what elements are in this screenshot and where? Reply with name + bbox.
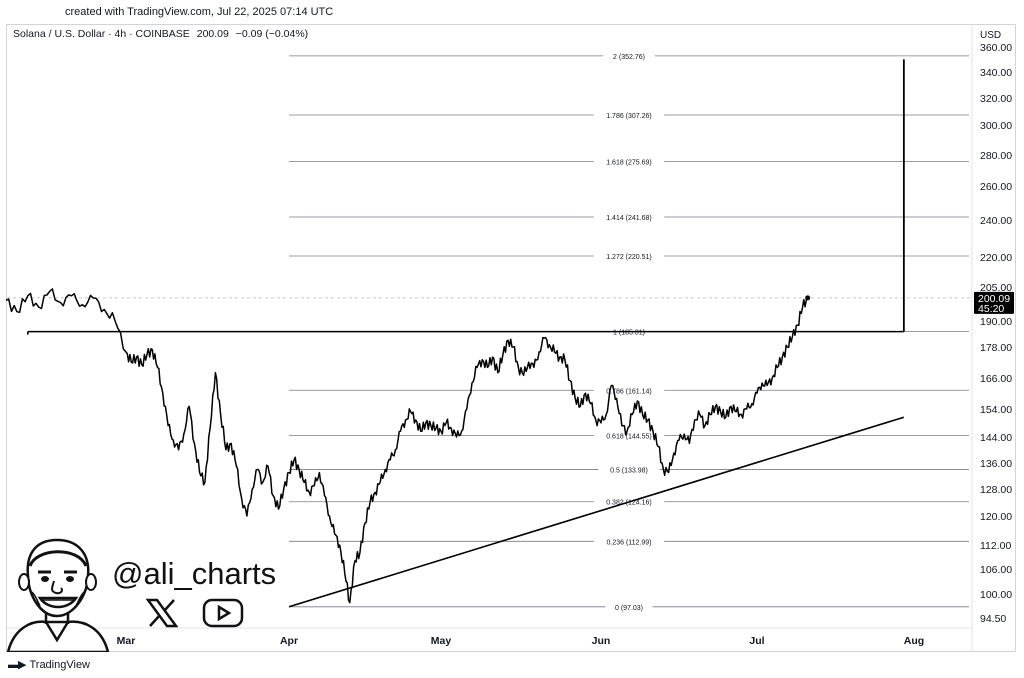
fib-level-label: 1.786 (307.26) [606,113,652,120]
y-tick-label: 205.00 [980,282,1012,294]
y-tick-label: 320.00 [980,93,1012,105]
fib-label-bg [593,212,665,222]
y-tick-label: 280.00 [980,150,1012,162]
current-price-value: 200.09 [978,293,1010,305]
price-series-line [5,288,809,604]
social-icons [146,598,244,628]
y-tick-label: 360.00 [980,42,1012,54]
bar-countdown: 45:20 [978,303,1004,315]
fib-level-label: 0.786 (161.14) [606,388,652,395]
tradingview-brand-label: TradingView [29,658,91,671]
y-tick-label: 94.50 [980,613,1006,625]
x-axis-label: Jun [592,635,611,647]
x-axis-label: Apr [280,635,298,647]
fib-label-bg [605,601,653,611]
fib-level-label: 1.618 (275.69) [606,159,652,166]
chart-frame [6,24,1016,652]
symbol-change: −0.09 (−0.04%) [235,28,309,40]
y-tick-label: 106.00 [980,564,1012,576]
tradingview-logo-icon: ▬▶ [8,659,26,671]
symbol-price: 200.09 [196,28,229,40]
y-tick-label: 240.00 [980,215,1012,227]
fib-level-label: 0.382 (124.16) [606,500,652,507]
y-tick-label: 260.00 [980,181,1012,193]
avatar-illustration [6,538,110,652]
x-axis-label: Mar [117,635,136,647]
y-tick-label: 340.00 [980,67,1012,79]
symbol-info: Solana / U.S. Dollar · 4h · COINBASE 200… [13,28,312,40]
fib-label-bg [593,385,665,395]
fib-level-label: 0.5 (133.98) [610,467,648,474]
fib-label-bg [598,464,660,474]
chart-created-caption: created with TradingView.com, Jul 22, 20… [65,6,334,18]
y-tick-label: 136.00 [980,458,1012,470]
trendline [288,416,905,608]
fib-level-label: 1 (185.01) [613,330,645,337]
fib-level-label: 0.618 (144.55) [606,433,652,440]
watermark-handle: @ali_charts [112,556,277,591]
y-tick-label: 300.00 [980,120,1012,132]
y-tick-label: 100.00 [980,589,1012,601]
fib-label-bg [593,251,665,261]
fib-label-bg [593,430,665,440]
fib-label-bg [593,109,665,119]
fib-level-label: 1.272 (220.51) [606,254,652,261]
last-price-marker [805,295,811,301]
youtube-logo-icon [202,598,244,628]
fib-level-label: 0.236 (112.99) [606,539,651,546]
y-tick-label: 128.00 [980,484,1012,496]
current-price-badge [974,291,1014,314]
fib-level-label: 0 (97.03) [615,605,643,612]
x-axis-label: Aug [904,635,924,647]
y-tick-label: 112.00 [980,540,1011,552]
fib-level-label: 2 (352.76) [613,54,645,61]
tradingview-brand: ▬▶ TradingView [8,658,91,672]
fib-level-label: 1.414 (241.68) [606,215,652,222]
y-tick-label: 220.00 [980,252,1012,264]
currency-label: USD [980,30,1001,41]
x-axis-label: Jul [749,635,764,647]
fib-label-bg [593,536,665,546]
y-tick-label: 144.00 [980,432,1012,444]
symbol-name: Solana / U.S. Dollar · 4h · COINBASE [13,28,190,40]
y-tick-label: 154.00 [980,404,1012,416]
y-tick-label: 190.00 [980,316,1012,328]
fib-label-bg [593,156,665,166]
y-tick-label: 120.00 [980,511,1012,523]
x-axis-label: May [431,635,452,647]
fib-label-bg [603,50,655,60]
y-tick-label: 178.00 [980,342,1012,354]
y-tick-label: 166.00 [980,373,1012,385]
x-logo-icon [146,598,178,628]
